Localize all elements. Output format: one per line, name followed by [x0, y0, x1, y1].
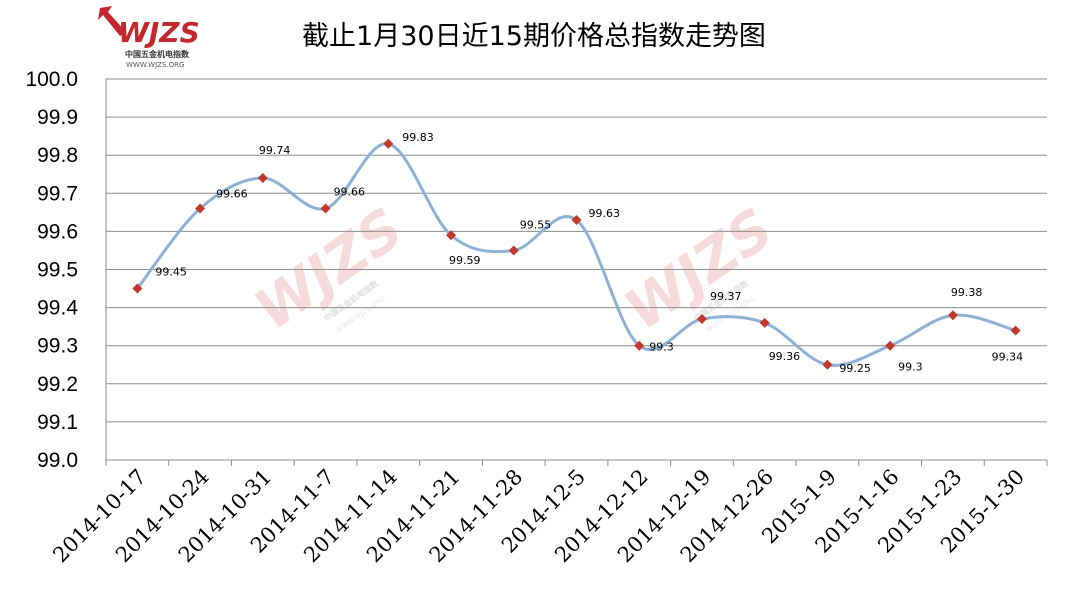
data-label: 99.66: [216, 188, 248, 201]
data-label: 99.36: [769, 350, 801, 363]
data-point-marker: [320, 203, 331, 214]
data-point-marker: [571, 214, 582, 225]
y-tick-label: 100.0: [25, 68, 78, 91]
y-tick-label: 99.2: [37, 373, 78, 396]
data-point-marker: [822, 359, 833, 370]
data-point-marker: [634, 340, 645, 351]
watermark-left: WJZS 中国五金机电指数 WWW.WJZS.ORG: [244, 196, 415, 343]
data-point-marker: [759, 317, 770, 328]
data-point-marker: [885, 340, 896, 351]
data-label: 99.83: [402, 131, 434, 144]
data-point-marker: [1010, 325, 1021, 336]
data-point-marker: [508, 245, 519, 256]
data-point-marker: [257, 173, 268, 184]
y-tick-label: 99.7: [37, 182, 78, 205]
y-tick-label: 99.0: [37, 449, 78, 472]
y-tick-label: 99.6: [37, 220, 78, 243]
chart-title: 截止1月30日近15期价格总指数走势图: [302, 21, 766, 52]
logo-arrow-icon: [98, 6, 126, 36]
y-tick-label: 99.8: [37, 144, 78, 167]
logo-brand: WJZS: [118, 16, 200, 49]
data-label: 99.3: [898, 361, 923, 374]
data-point-marker: [947, 310, 958, 321]
y-tick-label: 99.1: [37, 411, 78, 434]
y-tick-label: 99.5: [37, 259, 78, 282]
series-line: [136, 142, 1017, 367]
plot-area: 99.0 99.1 99.2 99.3 99.4 99.5 99.6 99.7 99.8 99.9…: [25, 68, 1048, 567]
data-point-marker: [383, 138, 394, 149]
y-tick-label: 99.4: [37, 297, 78, 320]
data-label: 99.34: [992, 350, 1024, 363]
data-label: 99.59: [449, 254, 481, 267]
data-label: 99.55: [520, 218, 552, 231]
logo-url: WWW.WJZS.ORG: [126, 61, 184, 69]
data-label: 99.74: [259, 144, 291, 157]
data-label: 99.25: [839, 362, 871, 375]
data-point-marker: [696, 314, 707, 325]
wjzs-logo: WJZS 中国五金机电指数 WWW.WJZS.ORG: [98, 6, 200, 69]
watermark-right: WJZS 中国五金机电指数 WWW.WJZS.ORG: [614, 196, 785, 343]
data-label: 99.66: [334, 186, 366, 199]
data-point-marker: [446, 230, 457, 241]
logo-subtitle: 中国五金机电指数: [125, 49, 190, 59]
data-point-marker: [195, 203, 206, 214]
data-label: 99.3: [649, 341, 674, 354]
data-point-marker: [132, 283, 143, 294]
y-tick-label: 99.3: [37, 335, 78, 358]
y-tick-label: 99.9: [37, 106, 78, 129]
data-label: 99.37: [710, 290, 742, 303]
data-label: 99.45: [155, 266, 187, 279]
data-label: 99.38: [951, 286, 983, 299]
data-label: 99.63: [589, 207, 621, 220]
